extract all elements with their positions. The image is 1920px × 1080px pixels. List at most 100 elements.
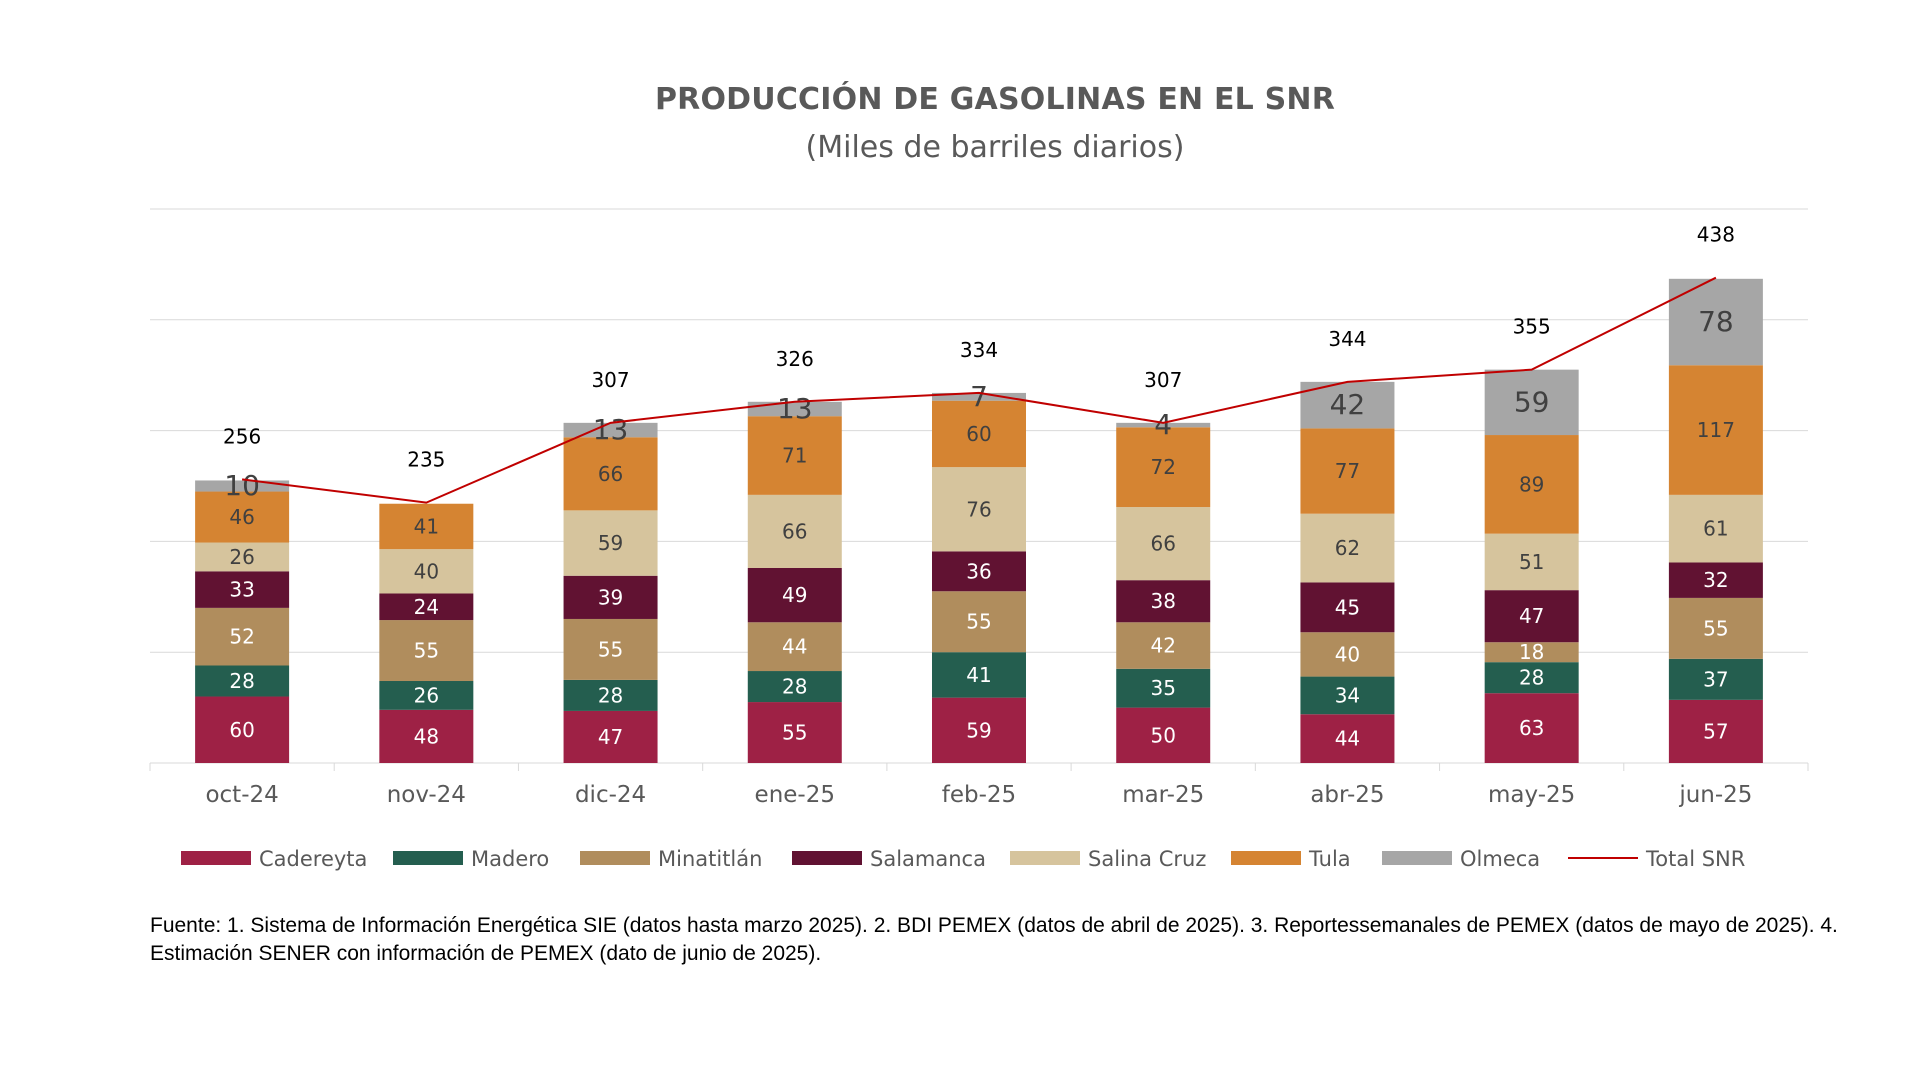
data-label: 57 — [1703, 719, 1728, 743]
bar-cadereyta-ene-25 — [747, 702, 842, 763]
bar-minatitln-nov-24 — [379, 620, 474, 682]
data-label: 59 — [966, 718, 991, 742]
data-label: 41 — [414, 514, 439, 538]
data-label: 13 — [777, 392, 813, 425]
total-label: 334 — [960, 338, 998, 362]
bar-salamanca-feb-25 — [932, 551, 1026, 592]
data-label: 28 — [229, 669, 254, 693]
bar-cadereyta-may-25 — [1484, 693, 1579, 763]
bar-salinacruz-abr-25 — [1300, 513, 1395, 583]
legend-label: Cadereyta — [259, 847, 367, 871]
bar-madero-feb-25 — [932, 652, 1026, 698]
legend-label: Salamanca — [870, 847, 986, 871]
bar-tula-may-25 — [1484, 435, 1579, 534]
data-label: 44 — [1335, 727, 1360, 751]
data-label: 28 — [782, 675, 807, 699]
data-label: 55 — [966, 610, 991, 634]
legend-swatch — [1010, 851, 1080, 865]
bar-cadereyta-jun-25 — [1668, 699, 1763, 763]
bar-salinacruz-mar-25 — [1116, 507, 1211, 581]
data-label: 61 — [1703, 517, 1728, 541]
bar-salamanca-mar-25 — [1116, 580, 1211, 623]
bar-salinacruz-jun-25 — [1668, 494, 1763, 563]
data-label: 28 — [598, 683, 623, 707]
x-tick-label: mar-25 — [1122, 782, 1204, 808]
data-label: 40 — [1335, 642, 1360, 666]
legend-swatch — [1382, 851, 1452, 865]
data-label: 35 — [1150, 676, 1175, 700]
data-label: 63 — [1519, 716, 1544, 740]
x-tick-label: may-25 — [1488, 782, 1575, 808]
x-tick-label: dic-24 — [575, 782, 646, 808]
bar-minatitln-mar-25 — [1116, 622, 1211, 669]
legend-swatch — [181, 851, 251, 865]
bar-minatitln-oct-24 — [195, 607, 290, 666]
bar-tula-nov-24 — [379, 503, 474, 550]
bar-tula-mar-25 — [1116, 427, 1211, 508]
data-label: 28 — [1519, 666, 1544, 690]
bar-tula-jun-25 — [1668, 365, 1763, 495]
data-label: 40 — [414, 559, 439, 583]
bar-madero-jun-25 — [1668, 658, 1763, 700]
data-label: 71 — [782, 444, 807, 468]
data-label: 34 — [1335, 683, 1360, 707]
bar-cadereyta-dic-24 — [563, 710, 658, 763]
legend-swatch — [792, 851, 862, 865]
bar-salinacruz-may-25 — [1484, 533, 1579, 591]
data-label: 18 — [1519, 640, 1544, 664]
data-label: 39 — [598, 585, 623, 609]
bar-salinacruz-feb-25 — [932, 467, 1026, 552]
total-snr-line — [241, 276, 1717, 504]
data-label: 55 — [1703, 616, 1728, 640]
data-label: 32 — [1703, 568, 1728, 592]
x-tick-label: abr-25 — [1310, 782, 1384, 808]
data-label: 48 — [414, 724, 439, 748]
data-label: 59 — [1514, 385, 1550, 418]
bar-olmeca-may-25 — [1484, 369, 1579, 436]
x-tick-label: jun-25 — [1678, 782, 1752, 808]
data-label: 47 — [598, 725, 623, 749]
bar-olmeca-feb-25 — [932, 392, 1026, 401]
bar-salamanca-ene-25 — [747, 567, 842, 623]
total-label: 438 — [1697, 223, 1735, 247]
bar-cadereyta-oct-24 — [195, 696, 290, 763]
data-label: 26 — [414, 683, 439, 707]
data-label: 47 — [1519, 604, 1544, 628]
data-label: 60 — [966, 422, 991, 446]
data-label: 44 — [782, 635, 807, 659]
data-label: 33 — [229, 578, 254, 602]
data-label: 55 — [782, 721, 807, 745]
data-label: 66 — [598, 462, 623, 486]
bar-salamanca-nov-24 — [379, 593, 474, 621]
bar-madero-may-25 — [1484, 662, 1579, 694]
data-label: 13 — [593, 413, 629, 446]
bar-salamanca-abr-25 — [1300, 582, 1395, 633]
data-label: 49 — [782, 583, 807, 607]
legend-swatch — [393, 851, 463, 865]
bar-minatitln-feb-25 — [932, 591, 1026, 653]
total-label: 307 — [591, 368, 629, 392]
total-label: 256 — [223, 424, 261, 448]
bar-madero-dic-24 — [563, 679, 658, 711]
data-label: 76 — [966, 497, 991, 521]
total-label: 344 — [1328, 327, 1366, 351]
data-label: 52 — [229, 625, 254, 649]
legend-label: Minatitlán — [658, 847, 762, 871]
total-label: 307 — [1144, 368, 1182, 392]
bar-madero-mar-25 — [1116, 668, 1211, 708]
chart-title: PRODUCCIÓN DE GASOLINAS EN EL SNR — [654, 82, 1336, 117]
data-label: 55 — [414, 639, 439, 663]
bar-tula-dic-24 — [563, 437, 658, 511]
data-label: 41 — [966, 663, 991, 687]
bar-cadereyta-feb-25 — [932, 697, 1026, 763]
bar-olmeca-mar-25 — [1116, 422, 1211, 428]
data-label: 10 — [224, 469, 260, 502]
data-label: 42 — [1150, 634, 1175, 658]
bar-madero-ene-25 — [747, 671, 842, 703]
data-label: 46 — [229, 505, 254, 529]
bar-cadereyta-nov-24 — [379, 709, 474, 763]
data-label: 38 — [1150, 589, 1175, 613]
legend-label: Madero — [471, 847, 549, 871]
legend-label: Total SNR — [1645, 847, 1745, 871]
data-label: 7 — [970, 380, 988, 413]
